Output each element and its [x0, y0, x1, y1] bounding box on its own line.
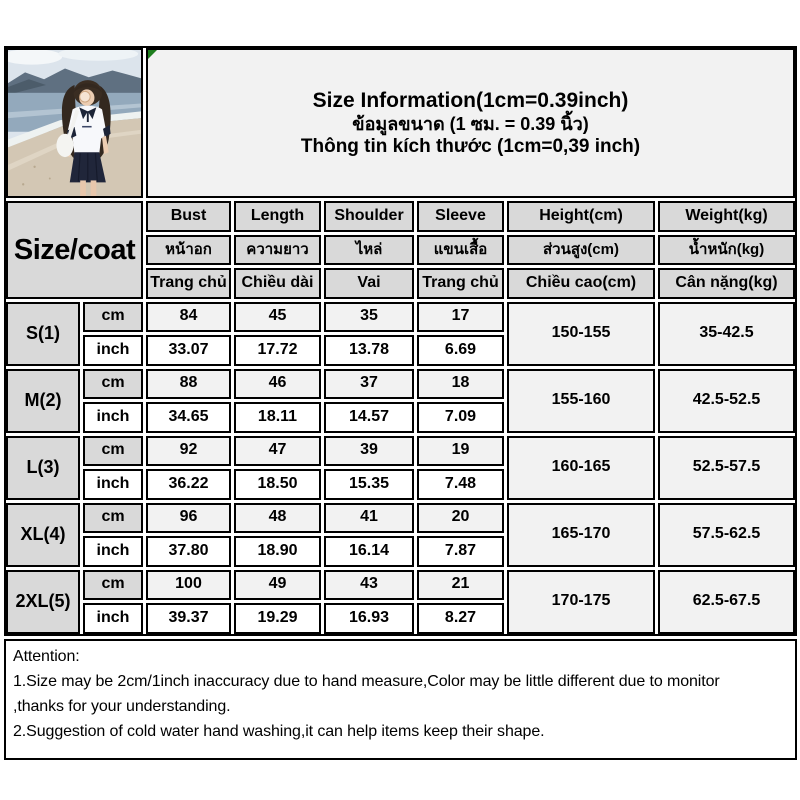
cell-m2-weight: 42.5-52.5 [658, 368, 795, 433]
cell-s1-height: 150-155 [507, 301, 655, 366]
cell-2xl5-weight: 62.5-67.5 [658, 569, 795, 634]
cell-xl4-length-cm: 48 [234, 502, 321, 533]
header-length-vi: Chiều dài [234, 268, 321, 299]
unit-inch: inch [83, 536, 143, 567]
header-bust-th: หน้าอก [146, 234, 231, 265]
cell-l3-shoulder-cm: 39 [324, 435, 414, 466]
attention-box: Attention: 1.Size may be 2cm/1inch inacc… [4, 638, 797, 760]
cell-l3-length-inch: 18.50 [234, 469, 321, 500]
cell-l3-bust-cm: 92 [146, 435, 231, 466]
product-photo [6, 48, 143, 198]
cell-l3-shoulder-inch: 15.35 [324, 469, 414, 500]
cell-2xl5-bust-cm: 100 [146, 569, 231, 600]
cell-xl4-sleeve-inch: 7.87 [417, 536, 504, 567]
header-sleeve-th: แขนเสื้อ [417, 234, 504, 265]
size-info-title-block: Size Information(1cm=0.39inch) ข้อมูลขนา… [146, 48, 795, 198]
unit-inch: inch [83, 603, 143, 634]
cell-l3-sleeve-inch: 7.48 [417, 469, 504, 500]
header-weight-vi: Cân nặng(kg) [658, 268, 795, 299]
cell-xl4-sleeve-cm: 20 [417, 502, 504, 533]
cell-2xl5-sleeve-cm: 21 [417, 569, 504, 600]
header-sleeve-vi: Trang chủ [417, 268, 504, 299]
header-height-en: Height(cm) [507, 201, 655, 232]
header-sleeve-en: Sleeve [417, 201, 504, 232]
cell-s1-length-cm: 45 [234, 301, 321, 332]
cell-2xl5-length-inch: 19.29 [234, 603, 321, 634]
cell-2xl5-shoulder-inch: 16.93 [324, 603, 414, 634]
cell-xl4-length-inch: 18.90 [234, 536, 321, 567]
cell-s1-sleeve-cm: 17 [417, 301, 504, 332]
unit-inch: inch [83, 469, 143, 500]
row-label-2xl5: 2XL(5) [6, 569, 80, 634]
header-shoulder-vi: Vai [324, 268, 414, 299]
cell-xl4-shoulder-inch: 16.14 [324, 536, 414, 567]
cell-s1-bust-inch: 33.07 [146, 335, 231, 366]
title-thai: ข้อมูลขนาด (1 ซม. = 0.39 นิ้ว) [352, 113, 589, 134]
header-height-th: ส่วนสูง(cm) [507, 234, 655, 265]
cell-l3-weight: 52.5-57.5 [658, 435, 795, 500]
cell-xl4-height: 165-170 [507, 502, 655, 567]
title-vietnamese: Thông tin kích thước (1cm=0,39 inch) [300, 135, 641, 157]
title-english: Size Information(1cm=0.39inch) [312, 88, 629, 112]
row-label-m2: M(2) [6, 368, 80, 433]
cell-l3-sleeve-cm: 19 [417, 435, 504, 466]
unit-cm: cm [83, 569, 143, 600]
cell-l3-height: 160-165 [507, 435, 655, 500]
cell-m2-length-cm: 46 [234, 368, 321, 399]
cell-s1-length-inch: 17.72 [234, 335, 321, 366]
row-label-s1: S(1) [6, 301, 80, 366]
cell-corner-marker [148, 50, 157, 59]
unit-inch: inch [83, 335, 143, 366]
header-shoulder-en: Shoulder [324, 201, 414, 232]
header-length-en: Length [234, 201, 321, 232]
header-bust-vi: Trang chủ [146, 268, 231, 299]
unit-cm: cm [83, 368, 143, 399]
cell-xl4-bust-cm: 96 [146, 502, 231, 533]
unit-cm: cm [83, 301, 143, 332]
cell-2xl5-bust-inch: 39.37 [146, 603, 231, 634]
cell-xl4-weight: 57.5-62.5 [658, 502, 795, 567]
attention-line-2: ,thanks for your understanding. [13, 697, 231, 715]
attention-heading: Attention: [13, 647, 80, 665]
cell-s1-shoulder-cm: 35 [324, 301, 414, 332]
size-chart-sheet: Size Information(1cm=0.39inch) ข้อมูลขนา… [4, 46, 797, 760]
header-shoulder-th: ไหล่ [324, 234, 414, 265]
row-label-l3: L(3) [6, 435, 80, 500]
unit-cm: cm [83, 502, 143, 533]
cell-m2-height: 155-160 [507, 368, 655, 433]
cell-m2-length-inch: 18.11 [234, 402, 321, 433]
beach-photo-illustration [8, 50, 141, 196]
unit-cm: cm [83, 435, 143, 466]
cell-m2-shoulder-inch: 14.57 [324, 402, 414, 433]
attention-line-3: 2.Suggestion of cold water hand washing,… [13, 722, 545, 740]
header-height-vi: Chiều cao(cm) [507, 268, 655, 299]
cell-l3-bust-inch: 36.22 [146, 469, 231, 500]
unit-inch: inch [83, 402, 143, 433]
cell-2xl5-length-cm: 49 [234, 569, 321, 600]
header-weight-en: Weight(kg) [658, 201, 795, 232]
header-weight-th: น้ำหนัก(kg) [658, 234, 795, 265]
cell-m2-shoulder-cm: 37 [324, 368, 414, 399]
size-table: Size Information(1cm=0.39inch) ข้อมูลขนา… [4, 46, 797, 636]
cell-m2-sleeve-cm: 18 [417, 368, 504, 399]
cell-xl4-shoulder-cm: 41 [324, 502, 414, 533]
attention-line-1: 1.Size may be 2cm/1inch inaccuracy due t… [13, 672, 720, 690]
cell-m2-bust-inch: 34.65 [146, 402, 231, 433]
cell-s1-bust-cm: 84 [146, 301, 231, 332]
cell-m2-sleeve-inch: 7.09 [417, 402, 504, 433]
cell-s1-weight: 35-42.5 [658, 301, 795, 366]
header-bust-en: Bust [146, 201, 231, 232]
cell-s1-shoulder-inch: 13.78 [324, 335, 414, 366]
header-length-th: ความยาว [234, 234, 321, 265]
cell-2xl5-sleeve-inch: 8.27 [417, 603, 504, 634]
cell-2xl5-shoulder-cm: 43 [324, 569, 414, 600]
cell-2xl5-height: 170-175 [507, 569, 655, 634]
cell-l3-length-cm: 47 [234, 435, 321, 466]
cell-m2-bust-cm: 88 [146, 368, 231, 399]
cell-xl4-bust-inch: 37.80 [146, 536, 231, 567]
cell-s1-sleeve-inch: 6.69 [417, 335, 504, 366]
corner-size-coat: Size/coat [6, 201, 143, 299]
row-label-xl4: XL(4) [6, 502, 80, 567]
